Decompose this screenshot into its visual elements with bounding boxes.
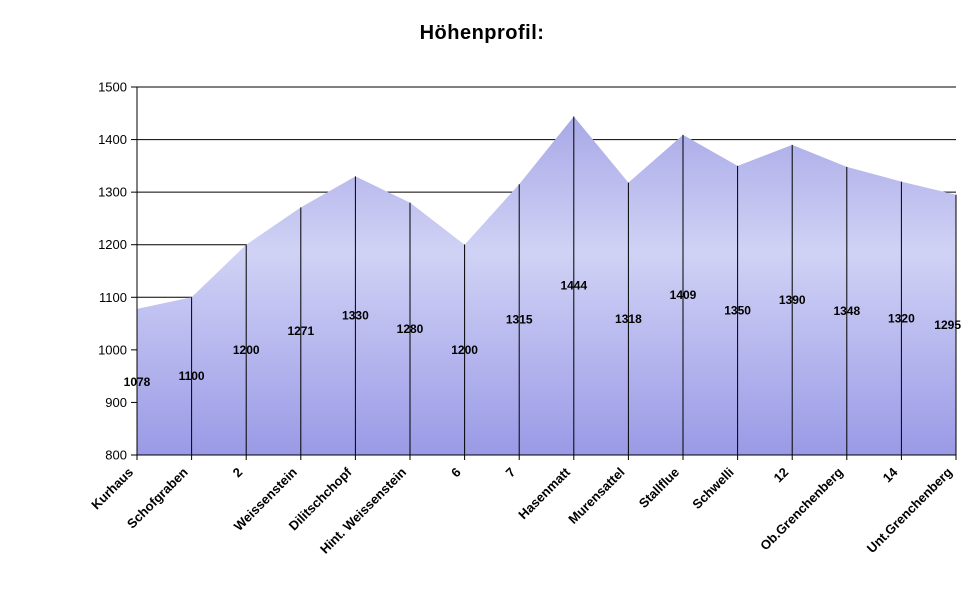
data-label: 1350 — [724, 303, 751, 317]
data-label: 1280 — [397, 322, 424, 336]
x-axis-category-label: Unt.Grenchenberg — [864, 464, 955, 555]
data-label: 1444 — [560, 279, 587, 293]
data-label: 1320 — [888, 311, 915, 325]
x-axis-category-label: 6 — [448, 465, 464, 481]
data-label: 1409 — [670, 288, 697, 302]
x-axis-category-label: 2 — [230, 465, 246, 481]
x-axis-category-label: Hasenmatt — [515, 464, 573, 522]
data-label: 1200 — [233, 343, 260, 357]
x-axis-category-label: Kurhaus — [88, 465, 136, 513]
data-label: 1390 — [779, 293, 806, 307]
data-label: 1100 — [179, 369, 205, 383]
y-axis-tick-label: 1500 — [98, 80, 127, 95]
y-axis-tick-label: 900 — [105, 395, 127, 410]
x-axis-category-label: Murensattel — [565, 465, 627, 527]
x-axis-category-label: Schwelli — [689, 465, 736, 512]
x-axis-category-label: Ob.Grenchenberg — [757, 464, 846, 553]
area-series — [137, 116, 956, 455]
y-axis-tick-label: 1000 — [98, 342, 127, 357]
y-axis-tick-label: 800 — [105, 448, 127, 463]
x-axis-category-label: 12 — [770, 465, 791, 486]
data-label: 1295 — [934, 318, 961, 332]
data-label: 1078 — [124, 375, 151, 389]
x-axis-category-label: 7 — [503, 465, 519, 481]
data-label: 1330 — [342, 309, 369, 323]
data-label: 1200 — [451, 343, 478, 357]
x-axis-category-label: Stallflue — [636, 465, 682, 511]
y-axis-tick-label: 1100 — [99, 290, 127, 305]
data-label: 1271 — [287, 324, 314, 338]
chart-title: Höhenprofil: — [419, 22, 545, 44]
data-label: 1348 — [833, 304, 860, 318]
y-axis-tick-label: 1400 — [98, 132, 127, 147]
data-label: 1318 — [615, 312, 642, 326]
x-axis-category-label: 14 — [880, 464, 901, 485]
y-axis-tick-label: 1200 — [98, 237, 127, 252]
data-label: 1315 — [506, 313, 533, 327]
y-axis-tick-label: 1300 — [98, 185, 127, 200]
